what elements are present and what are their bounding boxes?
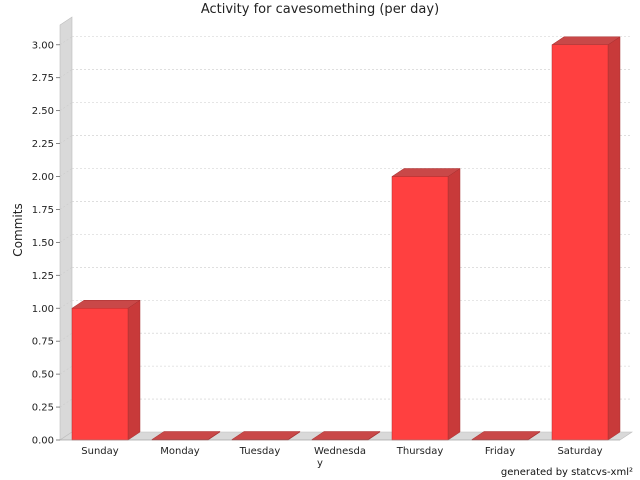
bar-top: [471, 431, 541, 440]
gridline-depth: [59, 36, 73, 46]
y-tick-label: 0.00: [32, 436, 54, 447]
bar-top: [311, 431, 381, 440]
y-tick-label: 2.75: [32, 73, 54, 84]
y-tick-label: 0.50: [32, 370, 54, 381]
gridline-depth: [59, 201, 73, 210]
gridline-depth: [59, 332, 73, 342]
chart-title: Activity for cavesomething (per day): [201, 2, 439, 17]
y-tick-label: 1.00: [32, 304, 54, 315]
gridline-depth: [59, 135, 73, 144]
gridline-depth: [59, 168, 73, 177]
bar-side: [127, 299, 141, 441]
bar-top: [231, 431, 301, 440]
y-tick-label: 1.75: [32, 205, 54, 216]
y-tick-label: 2.25: [32, 139, 54, 150]
y-tick-label: 1.25: [32, 271, 54, 282]
gridline-depth: [59, 398, 73, 408]
x-tick-label: Friday: [485, 446, 515, 457]
y-tick-label: 2.50: [32, 106, 54, 117]
bar-top: [551, 36, 621, 46]
y-tick-label: 1.50: [32, 238, 54, 249]
y-tick-label: 0.75: [32, 337, 54, 348]
bar-top: [71, 300, 141, 309]
plot-back-wall: [72, 17, 632, 432]
x-tick-label: Monday: [160, 446, 200, 457]
gridline-depth: [59, 365, 73, 375]
gridline-depth: [59, 69, 73, 78]
bar-top: [391, 168, 461, 177]
y-tick-label: 3.00: [32, 40, 54, 51]
y-axis-label: Commits: [11, 203, 25, 256]
gridline-depth: [59, 102, 73, 111]
x-tick-label-wrap: y: [317, 458, 323, 469]
x-tick-label: Sunday: [81, 446, 118, 457]
bar: [551, 44, 609, 441]
bar-side: [447, 168, 461, 441]
x-tick-label: Tuesday: [239, 446, 281, 457]
y-tick-label: 2.00: [32, 172, 54, 183]
y-tick-label: 0.25: [32, 403, 54, 414]
x-tick-label: Saturday: [557, 446, 602, 457]
gridline-depth: [59, 234, 73, 243]
bar: [391, 176, 449, 441]
gridline-depth: [59, 267, 73, 276]
bar: [71, 308, 129, 441]
bar-side: [607, 36, 621, 441]
x-tick-label: Wednesda: [314, 446, 366, 457]
bar-top: [151, 431, 221, 440]
x-tick-label: Thursday: [396, 446, 444, 457]
plot-left-wall: [59, 16, 73, 441]
plot-area: 0.00 0.25 0.50 0.75 1.00 1.25 1.50 1.75 2.00 2.25…: [32, 16, 633, 469]
gridline-depth: [59, 300, 73, 309]
footer-generated-by: generated by statcvs-xml²: [501, 467, 633, 478]
